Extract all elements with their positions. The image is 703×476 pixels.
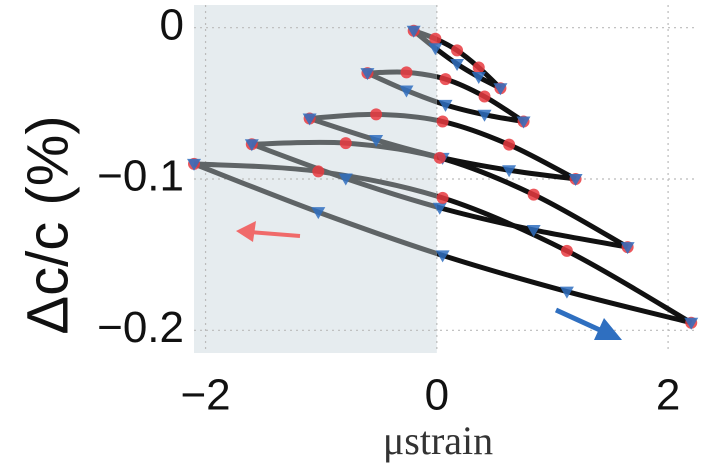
marker [369, 134, 384, 147]
loop-line-left [309, 111, 437, 123]
marker [450, 59, 465, 72]
marker [400, 66, 413, 79]
loop-line-left [250, 141, 437, 210]
marker [478, 90, 491, 103]
marker [338, 173, 353, 186]
marker [471, 72, 486, 85]
arrow-head [236, 221, 256, 242]
marker [399, 85, 414, 98]
marker [620, 242, 635, 255]
marker [312, 165, 325, 178]
y-tick-label: −0.1 [97, 152, 184, 201]
x-axis-label: μstrain [383, 418, 493, 463]
loop-line-left [367, 69, 437, 80]
marker [432, 202, 447, 215]
marker [684, 317, 699, 330]
marker [244, 139, 259, 152]
marker [406, 25, 421, 38]
marker [302, 113, 317, 126]
marker [187, 158, 201, 171]
loop-line-left [308, 116, 437, 160]
marker [370, 108, 383, 121]
marker [477, 109, 492, 122]
loop-line-left [412, 28, 437, 53]
marker [436, 115, 449, 128]
marker [568, 174, 583, 186]
marker [527, 188, 540, 201]
marker [502, 165, 517, 178]
marker [560, 244, 573, 257]
loop-line-left [366, 70, 437, 105]
marker [503, 138, 516, 151]
x-tick-label: 2 [656, 371, 680, 420]
marker [439, 73, 452, 86]
marker [526, 224, 541, 237]
arrow-right [554, 307, 604, 334]
y-tick-label: 0 [160, 0, 184, 49]
marker [493, 83, 508, 96]
loop-line-left [412, 28, 437, 43]
loop-line-left [193, 161, 437, 199]
loop-line-left [193, 161, 437, 257]
marker [516, 116, 531, 129]
marker [436, 191, 449, 204]
x-tick-label: −2 [180, 371, 230, 420]
marker [433, 151, 446, 164]
marker [559, 286, 574, 299]
marker [472, 61, 485, 74]
marker [360, 68, 375, 81]
marker [339, 137, 352, 150]
marker [438, 99, 453, 112]
arrow-head [594, 318, 622, 340]
marker [311, 207, 326, 220]
markers [187, 24, 699, 330]
marker [429, 32, 442, 45]
marker [435, 250, 450, 263]
marker [451, 44, 464, 57]
y-axis-label: Δc/c (%) [15, 115, 80, 334]
arrow-left [249, 230, 301, 238]
direction-arrows [236, 221, 622, 340]
loop-line-left [251, 139, 437, 160]
marker [428, 43, 443, 56]
y-tick-label: −0.2 [97, 303, 184, 352]
x-tick-label: 0 [425, 371, 449, 420]
